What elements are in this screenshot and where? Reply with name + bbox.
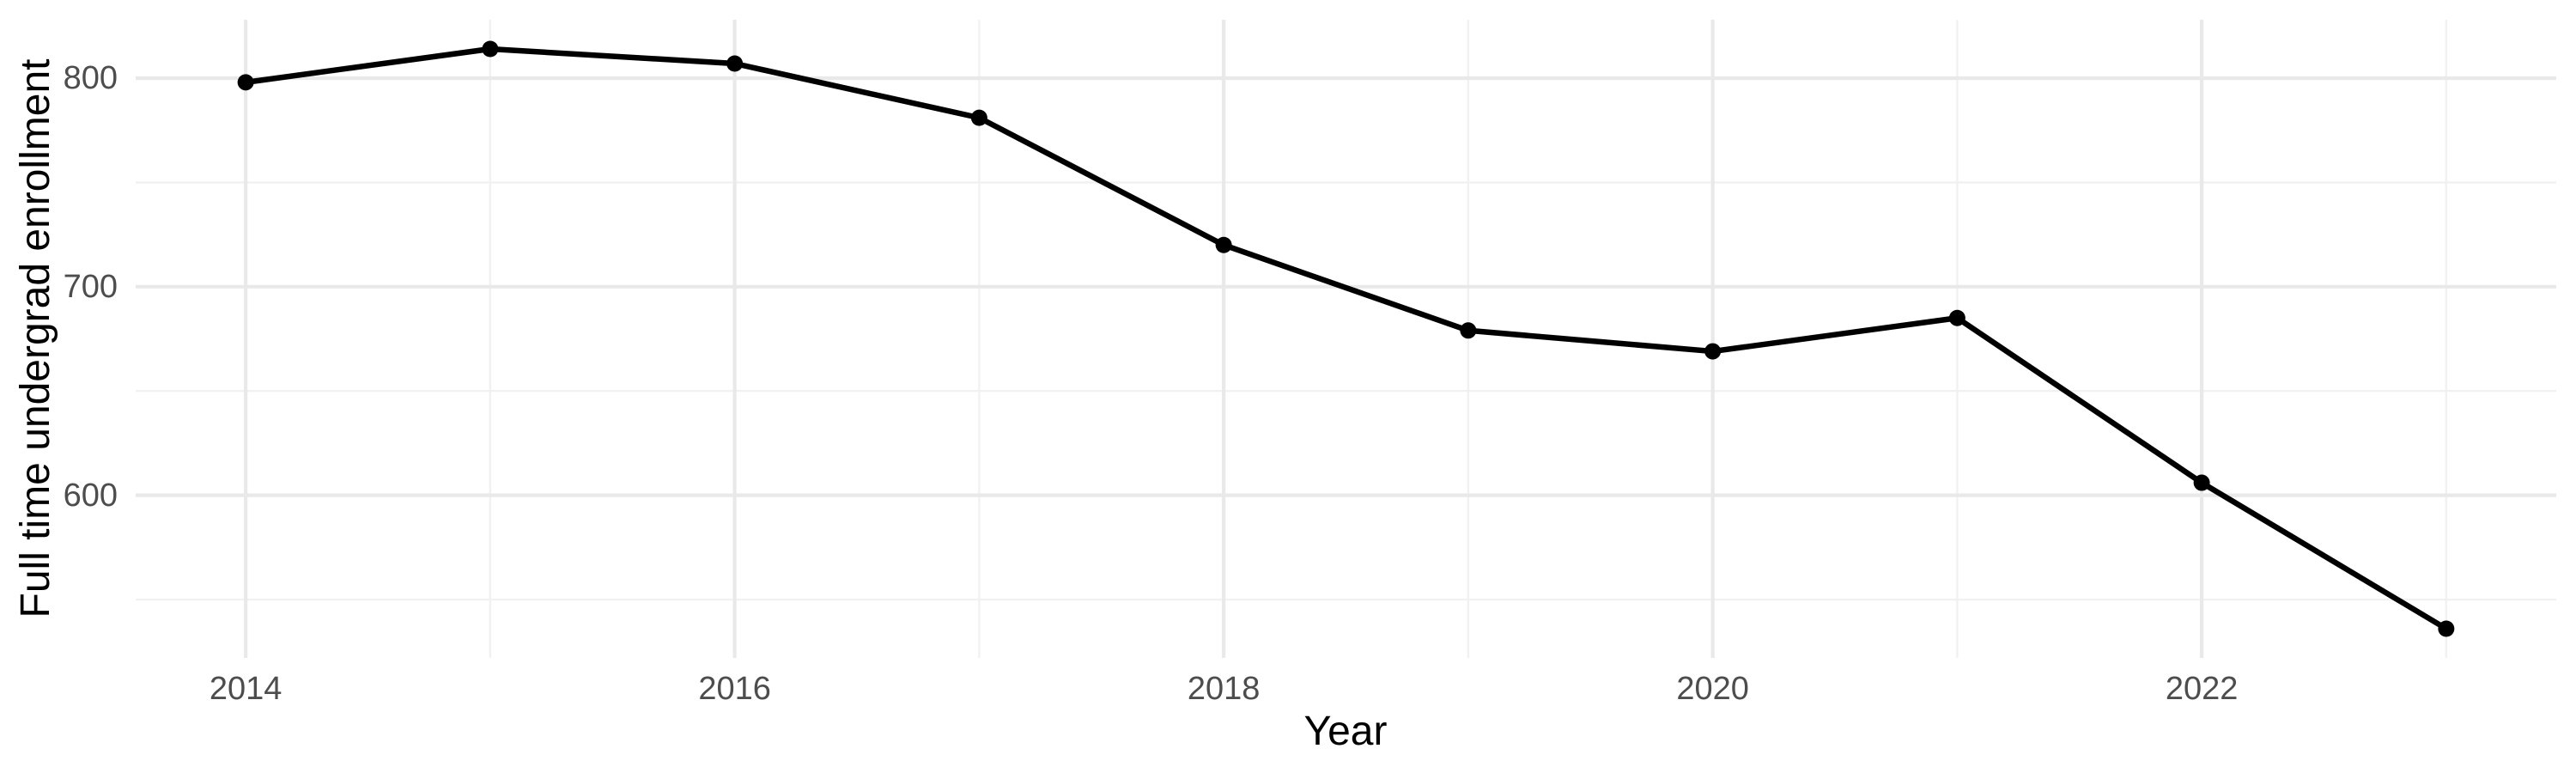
- data-point-2019: [1460, 322, 1477, 339]
- data-point-2021: [1948, 309, 1965, 326]
- data-point-2023: [2438, 620, 2455, 637]
- x-tick-label-2016: 2016: [698, 671, 771, 707]
- x-tick-label-2020: 2020: [1676, 671, 1749, 707]
- x-tick-label-2014: 2014: [209, 671, 283, 707]
- data-point-2022: [2193, 474, 2210, 491]
- x-tick-label-2022: 2022: [2165, 671, 2239, 707]
- y-tick-label-600: 600: [63, 477, 118, 514]
- x-tick-label-2018: 2018: [1187, 671, 1261, 707]
- data-point-2015: [482, 40, 499, 58]
- x-axis-title: Year: [1303, 709, 1388, 754]
- enrollment-trend-line: [245, 46, 2448, 631]
- data-point-2014: [237, 74, 254, 91]
- y-tick-label-800: 800: [63, 59, 118, 96]
- y-tick-label-700: 700: [63, 268, 118, 305]
- data-point-2017: [970, 109, 987, 126]
- data-point-2018: [1215, 236, 1232, 253]
- data-point-2020: [1704, 343, 1722, 360]
- data-point-2016: [726, 55, 744, 72]
- y-axis-title: Full time undergrad enrollment: [13, 58, 58, 618]
